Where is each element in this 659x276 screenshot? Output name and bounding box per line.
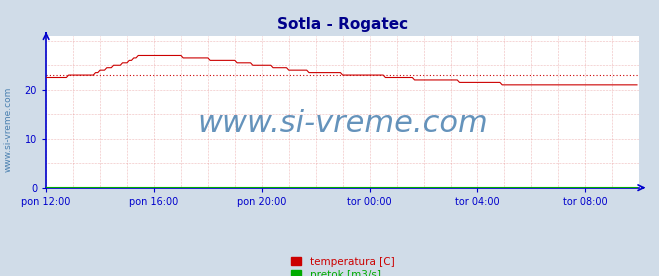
Text: www.si-vreme.com: www.si-vreme.com [3,87,13,172]
Text: www.si-vreme.com: www.si-vreme.com [197,109,488,139]
Title: Sotla - Rogatec: Sotla - Rogatec [277,17,408,32]
Legend: temperatura [C], pretok [m3/s]: temperatura [C], pretok [m3/s] [291,257,395,276]
